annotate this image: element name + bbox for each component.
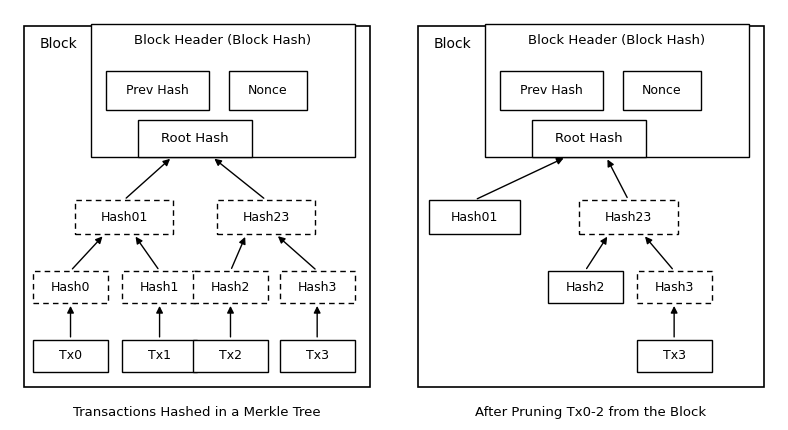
Bar [280,340,355,372]
Bar [75,200,173,234]
Bar [280,271,355,303]
Text: Hash3: Hash3 [655,280,693,294]
Text: Hash1: Hash1 [140,280,179,294]
Text: Block: Block [433,37,471,51]
Bar [106,71,209,110]
Text: Tx3: Tx3 [663,349,686,362]
Text: Root Hash: Root Hash [556,132,623,145]
Text: Block: Block [39,37,77,51]
Text: Block Header (Block Hash): Block Header (Block Hash) [134,34,311,47]
Text: Nonce: Nonce [642,84,682,97]
Bar [429,200,520,234]
Bar [637,271,712,303]
Bar [33,340,108,372]
Bar [623,71,701,110]
Text: Hash01: Hash01 [100,211,148,224]
Bar [122,340,197,372]
Bar [229,71,307,110]
Bar [637,340,712,372]
Text: Tx2: Tx2 [219,349,242,362]
Text: After Pruning Tx0-2 from the Block: After Pruning Tx0-2 from the Block [475,406,707,419]
Bar [91,24,355,157]
Text: Hash3: Hash3 [298,280,336,294]
Text: Hash2: Hash2 [211,280,250,294]
Bar [500,71,603,110]
Bar [548,271,623,303]
Bar [217,200,315,234]
Text: Nonce: Nonce [248,84,288,97]
Text: Transactions Hashed in a Merkle Tree: Transactions Hashed in a Merkle Tree [73,406,321,419]
Bar [579,200,678,234]
Text: Root Hash: Root Hash [162,132,229,145]
Text: Hash01: Hash01 [451,211,499,224]
Bar [33,271,108,303]
Text: Tx0: Tx0 [59,349,82,362]
Bar [485,24,749,157]
Text: Hash23: Hash23 [605,211,652,224]
Text: Tx3: Tx3 [306,349,329,362]
Bar [24,26,370,387]
Text: Prev Hash: Prev Hash [126,84,189,97]
Bar [122,271,197,303]
Text: Tx1: Tx1 [148,349,171,362]
Text: Hash2: Hash2 [566,280,604,294]
Bar [193,271,268,303]
Text: Hash0: Hash0 [50,280,91,294]
Bar [532,120,646,157]
Bar [193,340,268,372]
Text: Block Header (Block Hash): Block Header (Block Hash) [528,34,705,47]
Text: Hash23: Hash23 [243,211,289,224]
Bar [138,120,252,157]
Text: Prev Hash: Prev Hash [520,84,583,97]
Bar [418,26,764,387]
